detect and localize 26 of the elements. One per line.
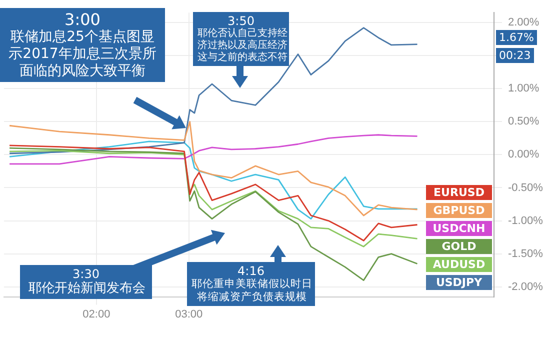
- annotation: 耶伦开始新闻发布会: [28, 281, 146, 297]
- annotation: 3:30: [72, 267, 100, 281]
- text: EURUSD: [426, 184, 492, 200]
- annotation: 耶伦否认自己支持经济过热以及高压经济这与之前的表态不符: [197, 28, 288, 64]
- text: GOLD: [426, 238, 492, 254]
- annotation: 耶伦重申美联储假以时日将缩减资产负债表规模: [191, 278, 313, 304]
- x-tick-label: 02:00: [82, 308, 110, 320]
- text: AUDUSD: [426, 256, 492, 272]
- y-tick-label: -2.00%: [508, 280, 544, 293]
- annotation: 3:00: [64, 10, 102, 30]
- text: 00:23: [496, 48, 534, 63]
- y-tick-label: 1.00%: [508, 82, 540, 95]
- text: 1.67%: [496, 30, 537, 45]
- annotation: 4:16: [236, 264, 266, 278]
- annotation: 联储加息25个基点图显示2017年加息三次景所面临的风险大致平衡: [8, 29, 158, 80]
- y-tick-label: -1.00%: [508, 214, 544, 227]
- text: USDJPY: [426, 274, 492, 290]
- y-tick-label: -1.50%: [508, 248, 544, 260]
- y-tick-label: 0.00%: [508, 148, 540, 161]
- text: USDCNH: [426, 220, 492, 236]
- x-tick-label: 03:00: [175, 308, 203, 320]
- series-label: GBPUSD: [426, 202, 492, 218]
- y-tick-label: 0.50%: [508, 116, 540, 128]
- annotation: 3:50: [226, 14, 256, 28]
- y-tick-label: -0.50%: [508, 182, 544, 194]
- y-tick-label: 2.00%: [508, 16, 540, 29]
